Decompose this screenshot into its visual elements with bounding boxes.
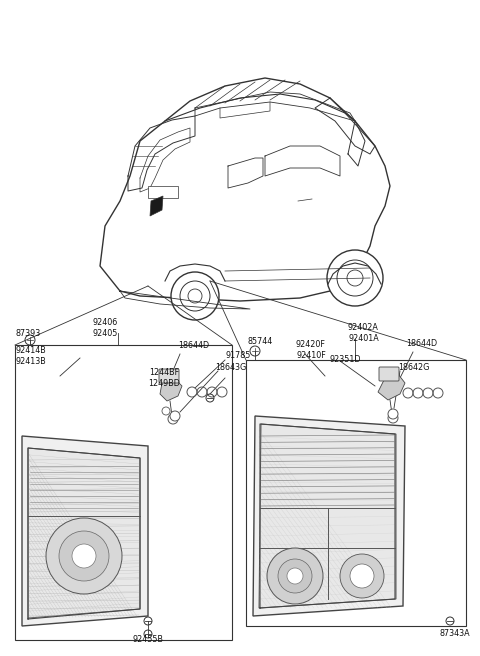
Circle shape [337, 260, 373, 296]
Circle shape [162, 407, 170, 415]
Text: 92420F
92410F: 92420F 92410F [296, 340, 326, 359]
Circle shape [327, 250, 383, 306]
Circle shape [188, 289, 202, 303]
Text: 92406
92405: 92406 92405 [92, 318, 118, 338]
Circle shape [168, 414, 178, 424]
Text: 18644D: 18644D [178, 342, 209, 350]
Text: 87343A: 87343A [440, 630, 470, 638]
Circle shape [72, 544, 96, 568]
Polygon shape [378, 374, 405, 400]
Circle shape [278, 559, 312, 593]
Polygon shape [22, 436, 148, 626]
FancyBboxPatch shape [159, 369, 179, 383]
Bar [148, 186, 178, 198]
Circle shape [287, 568, 303, 584]
Circle shape [170, 411, 180, 421]
Text: 92455B: 92455B [132, 634, 164, 644]
Circle shape [340, 554, 384, 598]
Text: 92414B
92413B: 92414B 92413B [15, 346, 46, 365]
FancyBboxPatch shape [379, 367, 399, 381]
Circle shape [350, 564, 374, 588]
Circle shape [267, 548, 323, 604]
Text: 18643G: 18643G [215, 363, 246, 373]
Circle shape [347, 270, 363, 286]
Polygon shape [160, 379, 182, 401]
Circle shape [171, 272, 219, 320]
Text: 18642G: 18642G [398, 363, 430, 373]
Text: 92402A
92401A: 92402A 92401A [348, 323, 379, 342]
Circle shape [388, 409, 398, 419]
Circle shape [180, 281, 210, 311]
Bar [246, 360, 466, 626]
Text: 92351D: 92351D [330, 356, 361, 365]
Text: 91785: 91785 [225, 352, 251, 361]
Polygon shape [150, 196, 163, 216]
Circle shape [46, 518, 122, 594]
Polygon shape [259, 424, 396, 608]
Circle shape [59, 531, 109, 581]
Polygon shape [253, 416, 405, 616]
Text: 1244BF
1249BD: 1244BF 1249BD [148, 368, 180, 388]
Text: 85744: 85744 [247, 337, 272, 346]
Text: 87393: 87393 [15, 329, 40, 338]
Circle shape [388, 413, 398, 423]
Bar [15, 345, 232, 640]
Text: 18644D: 18644D [406, 340, 437, 348]
Polygon shape [28, 448, 140, 618]
